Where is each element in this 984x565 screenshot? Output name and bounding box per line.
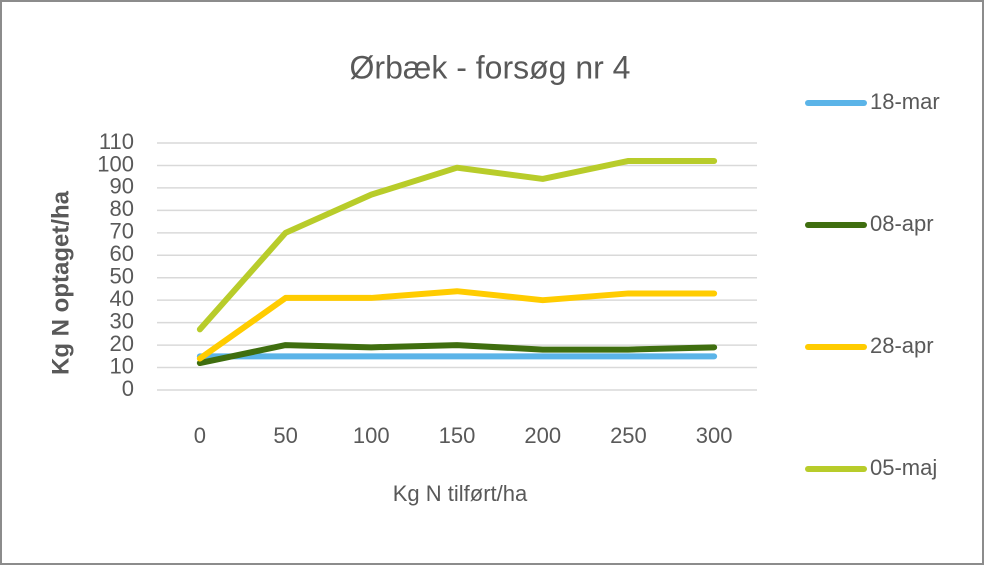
y-tick-label: 110 (99, 129, 134, 154)
y-tick-label: 60 (110, 241, 134, 266)
data-line (196, 342, 718, 367)
data-line (196, 157, 718, 333)
y-tick-label: 80 (110, 196, 134, 221)
y-tick-label: 0 (122, 376, 134, 401)
x-tick-label: 250 (610, 423, 647, 448)
chart-title: Ørbæk - forsøg nr 4 (350, 49, 631, 85)
y-tick-label: 100 (97, 151, 134, 176)
x-tick-label: 150 (439, 423, 476, 448)
x-tick-label: 0 (194, 423, 206, 448)
y-axis-label: Kg N optaget/ha (47, 190, 74, 375)
x-axis-label: Kg N tilført/ha (393, 481, 528, 506)
y-tick-label: 70 (110, 219, 134, 244)
legend-label: 08-apr (870, 211, 934, 236)
x-tick-label: 200 (524, 423, 561, 448)
y-tick-label: 30 (110, 308, 134, 333)
x-tick-label: 300 (696, 423, 733, 448)
x-tick-label: 50 (273, 423, 297, 448)
legend-label: 18-mar (870, 89, 940, 114)
y-tick-label: 10 (110, 353, 134, 378)
x-tick-label: 100 (353, 423, 390, 448)
legend-label: 05-maj (870, 455, 937, 480)
y-tick-label: 40 (110, 286, 134, 311)
legend-label: 28-apr (870, 333, 934, 358)
y-tick-label: 90 (110, 174, 134, 199)
y-tick-label: 50 (110, 264, 134, 289)
y-tick-label: 20 (110, 331, 134, 356)
data-line (196, 288, 718, 362)
